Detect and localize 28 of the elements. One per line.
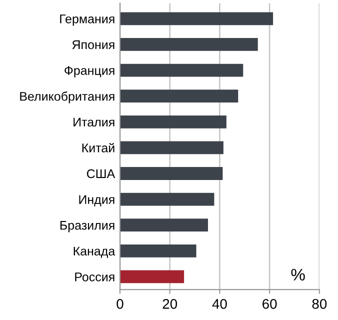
x-tick-label: 40	[212, 298, 227, 309]
bar	[120, 141, 224, 154]
x-tick-label: 0	[116, 298, 124, 309]
bar	[120, 244, 196, 258]
x-tick-label: 20	[162, 298, 178, 309]
bar	[120, 115, 226, 128]
y-tick-label: Великобритания	[20, 92, 114, 104]
y-tick-label: Германия	[60, 14, 114, 26]
bar	[120, 270, 184, 284]
y-tick-label: Италия	[74, 118, 114, 127]
bar	[120, 90, 238, 103]
y-tick-label: Китай	[82, 142, 114, 152]
bar	[120, 64, 244, 77]
annotation: %	[291, 268, 305, 281]
y-tick-label: Россия	[75, 272, 114, 282]
bar	[120, 12, 274, 26]
y-tick-label: Япония	[72, 40, 114, 50]
bar	[120, 218, 208, 232]
y-tick-label: Франция	[64, 66, 114, 78]
y-tick-label: США	[86, 169, 116, 178]
x-tick-label: 80	[312, 298, 327, 309]
y-tick-label: Индия	[79, 195, 114, 206]
bar	[120, 38, 258, 51]
bar	[120, 192, 214, 206]
bar	[120, 167, 223, 180]
y-tick-label: Бразилия	[60, 221, 114, 232]
y-tick-label: Канада	[74, 246, 116, 258]
x-tick-label: 60	[262, 298, 277, 309]
